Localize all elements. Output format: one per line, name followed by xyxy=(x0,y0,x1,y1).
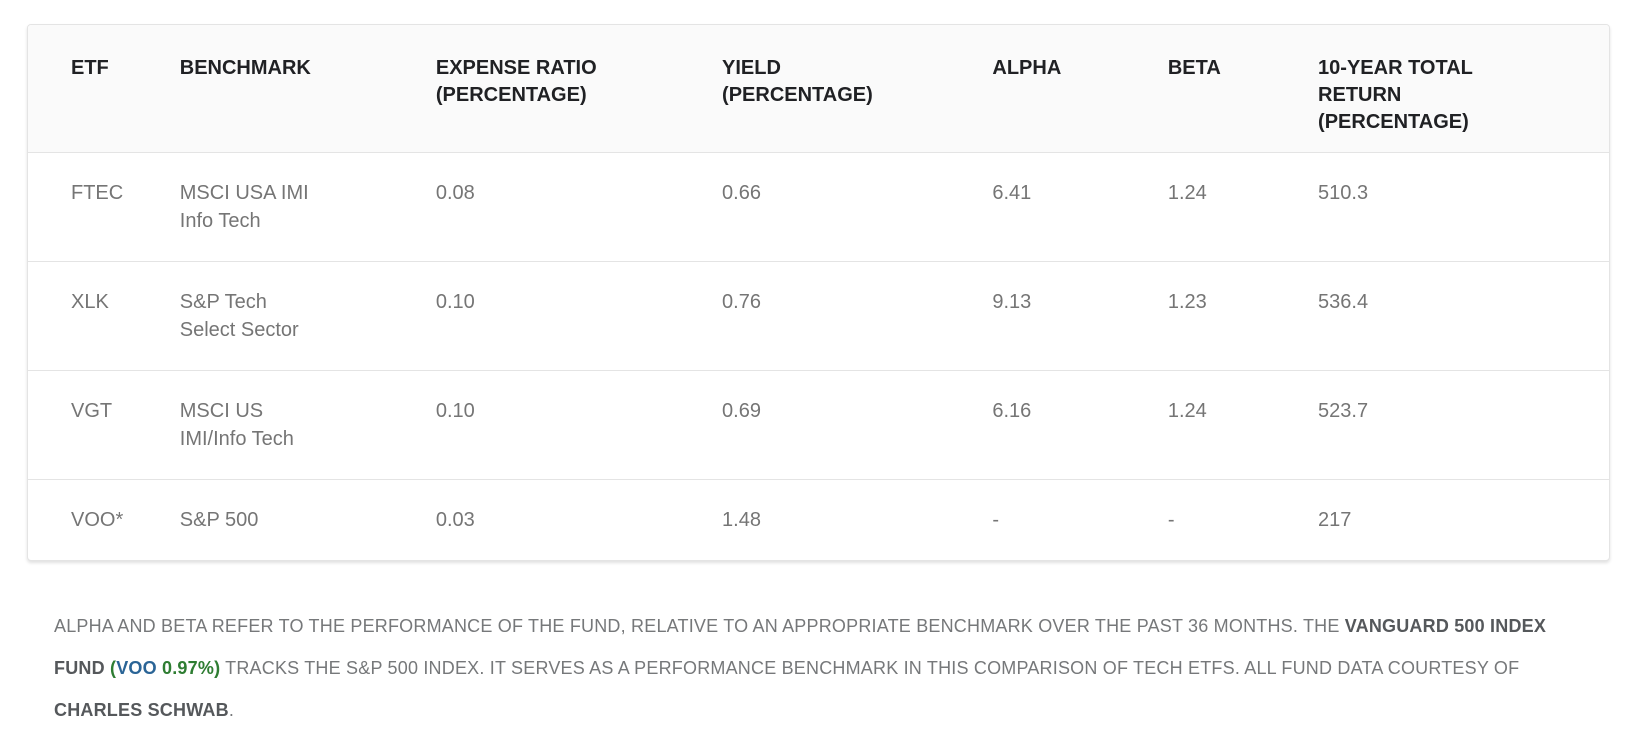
fund-name-text: VANGUARD 500 INDEX FUND xyxy=(54,616,1547,678)
yield-cell: 0.76 xyxy=(722,261,993,371)
yield-cell: 1.48 xyxy=(722,479,993,560)
yield-cell: 0.69 xyxy=(722,370,993,480)
ten-year-return-cell: 217 xyxy=(1318,479,1609,560)
benchmark-cell: S&P Tech Select Sector xyxy=(179,261,436,371)
data-source-text: CHARLES SCHWAB xyxy=(54,700,229,720)
beta-cell: 1.24 xyxy=(1167,370,1319,480)
benchmark-cell: S&P 500 xyxy=(179,479,436,560)
voo-ticker-link[interactable]: VOO xyxy=(116,658,157,678)
close-paren: ) xyxy=(214,658,221,678)
etf-comparison-card: ETF BENCHMARK EXPENSE RATIO (PERCENTAGE)… xyxy=(27,24,1610,561)
table-row: XLK S&P Tech Select Sector 0.10 0.76 9.1… xyxy=(28,261,1609,371)
footnote-text: TRACKS THE S&P 500 INDEX. IT SERVES AS A… xyxy=(220,658,1520,678)
column-header-alpha: ALPHA xyxy=(992,57,1062,79)
etf-cell: VOO* xyxy=(28,479,180,560)
voo-price-change: 0.97% xyxy=(156,658,215,678)
etf-cell: XLK xyxy=(28,261,180,371)
column-header-beta: BETA xyxy=(1167,57,1221,79)
etf-cell: VGT xyxy=(28,370,180,480)
etf-cell: FTEC xyxy=(28,152,180,262)
ten-year-return-cell: 536.4 xyxy=(1318,261,1609,371)
ten-year-return-cell: 523.7 xyxy=(1318,370,1609,480)
benchmark-cell: MSCI USA IMI Info Tech xyxy=(179,152,436,262)
alpha-cell: - xyxy=(992,479,1168,560)
table-row: FTEC MSCI USA IMI Info Tech 0.08 0.66 6.… xyxy=(28,152,1609,262)
column-header-yield: YIELD (PERCENTAGE) xyxy=(722,57,873,106)
column-header-ten-year-return: 10-YEAR TOTAL RETURN (PERCENTAGE) xyxy=(1318,57,1473,133)
beta-cell: 1.24 xyxy=(1167,152,1319,262)
column-header-etf: ETF xyxy=(71,57,109,79)
yield-cell: 0.66 xyxy=(722,152,993,262)
expense-ratio-cell: 0.08 xyxy=(435,152,723,262)
column-header-benchmark: BENCHMARK xyxy=(179,57,311,79)
table-header-row: ETF BENCHMARK EXPENSE RATIO (PERCENTAGE)… xyxy=(28,25,1609,153)
expense-ratio-cell: 0.10 xyxy=(435,370,723,480)
table-row: VGT MSCI US IMI/Info Tech 0.10 0.69 6.16… xyxy=(28,370,1609,480)
expense-ratio-cell: 0.10 xyxy=(435,261,723,371)
beta-cell: - xyxy=(1167,479,1319,560)
beta-cell: 1.23 xyxy=(1167,261,1319,371)
benchmark-cell: MSCI US IMI/Info Tech xyxy=(179,370,436,480)
etf-comparison-table: ETF BENCHMARK EXPENSE RATIO (PERCENTAGE)… xyxy=(28,25,1609,560)
alpha-cell: 6.16 xyxy=(992,370,1168,480)
expense-ratio-cell: 0.03 xyxy=(435,479,723,560)
footnote-text: . xyxy=(228,700,235,720)
alpha-cell: 6.41 xyxy=(992,152,1168,262)
footnote-paragraph: ALPHA AND BETA REFER TO THE PERFORMANCE … xyxy=(54,605,1570,731)
table-row: VOO* S&P 500 0.03 1.48 - - 217 xyxy=(28,479,1609,560)
open-paren: ( xyxy=(110,658,117,678)
alpha-cell: 9.13 xyxy=(992,261,1168,371)
column-header-expense-ratio: EXPENSE RATIO (PERCENTAGE) xyxy=(435,57,597,106)
footnote-text: ALPHA AND BETA REFER TO THE PERFORMANCE … xyxy=(54,616,1345,636)
page: ETF BENCHMARK EXPENSE RATIO (PERCENTAGE)… xyxy=(27,24,1610,731)
ten-year-return-cell: 510.3 xyxy=(1318,152,1609,262)
